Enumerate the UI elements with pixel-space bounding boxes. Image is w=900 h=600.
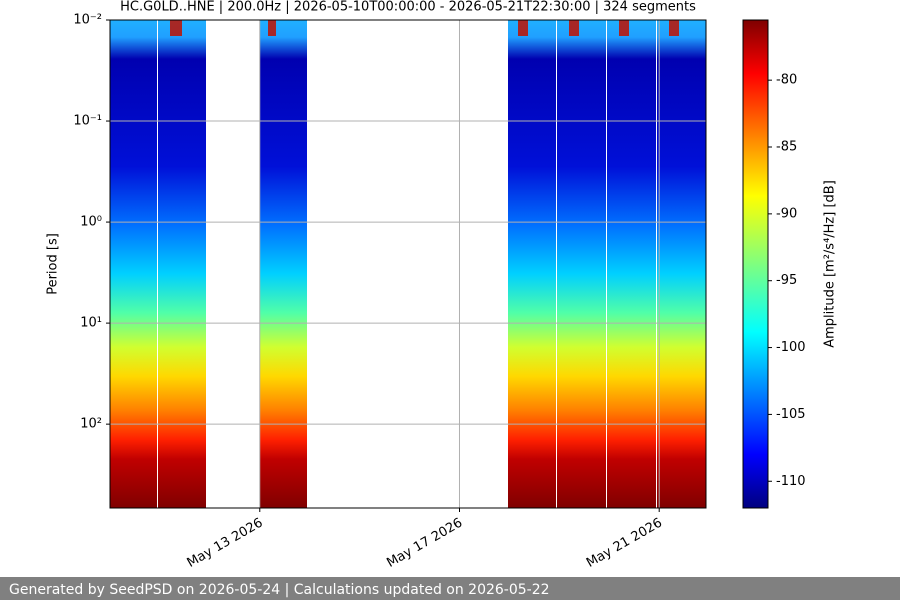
x-tick-label: May 17 2026	[384, 516, 465, 571]
colorbar-tick-label: -90	[776, 206, 797, 221]
y-tick-label: 10¹	[80, 316, 102, 331]
x-tick-label: May 21 2026	[584, 516, 665, 571]
x-tick-label: May 13 2026	[185, 516, 266, 571]
footer-bar	[0, 577, 900, 600]
colorbar-tick-label: -100	[776, 340, 806, 355]
colorbar-tick-label: -110	[776, 474, 806, 489]
colorbar	[742, 19, 769, 509]
footer: Generated by SeedPSD on 2026-05-24 | Cal…	[9, 582, 550, 598]
colorbar-tick-label: -105	[776, 407, 806, 422]
y-tick-label: 10⁻¹	[73, 114, 102, 129]
plot-frame	[109, 19, 707, 509]
y-tick-label: 10²	[80, 417, 102, 432]
y-tick-label: 10⁻²	[73, 13, 102, 28]
chart-title: HC.G0LD..HNE | 200.0Hz | 2026-05-10T00:0…	[120, 0, 696, 15]
y-tick-label: 10⁰	[80, 215, 102, 230]
hot-spots	[170, 20, 679, 36]
colorbar-tick-label: -95	[776, 273, 797, 288]
y-axis-label: Period [s]	[46, 233, 61, 295]
colorbar-tick-label: -85	[776, 140, 797, 155]
colorbar-label: Amplitude [m²/s⁴/Hz] [dB]	[823, 180, 838, 348]
spectrogram-image	[110, 20, 706, 508]
colorbar-tick-label: -80	[776, 73, 797, 88]
